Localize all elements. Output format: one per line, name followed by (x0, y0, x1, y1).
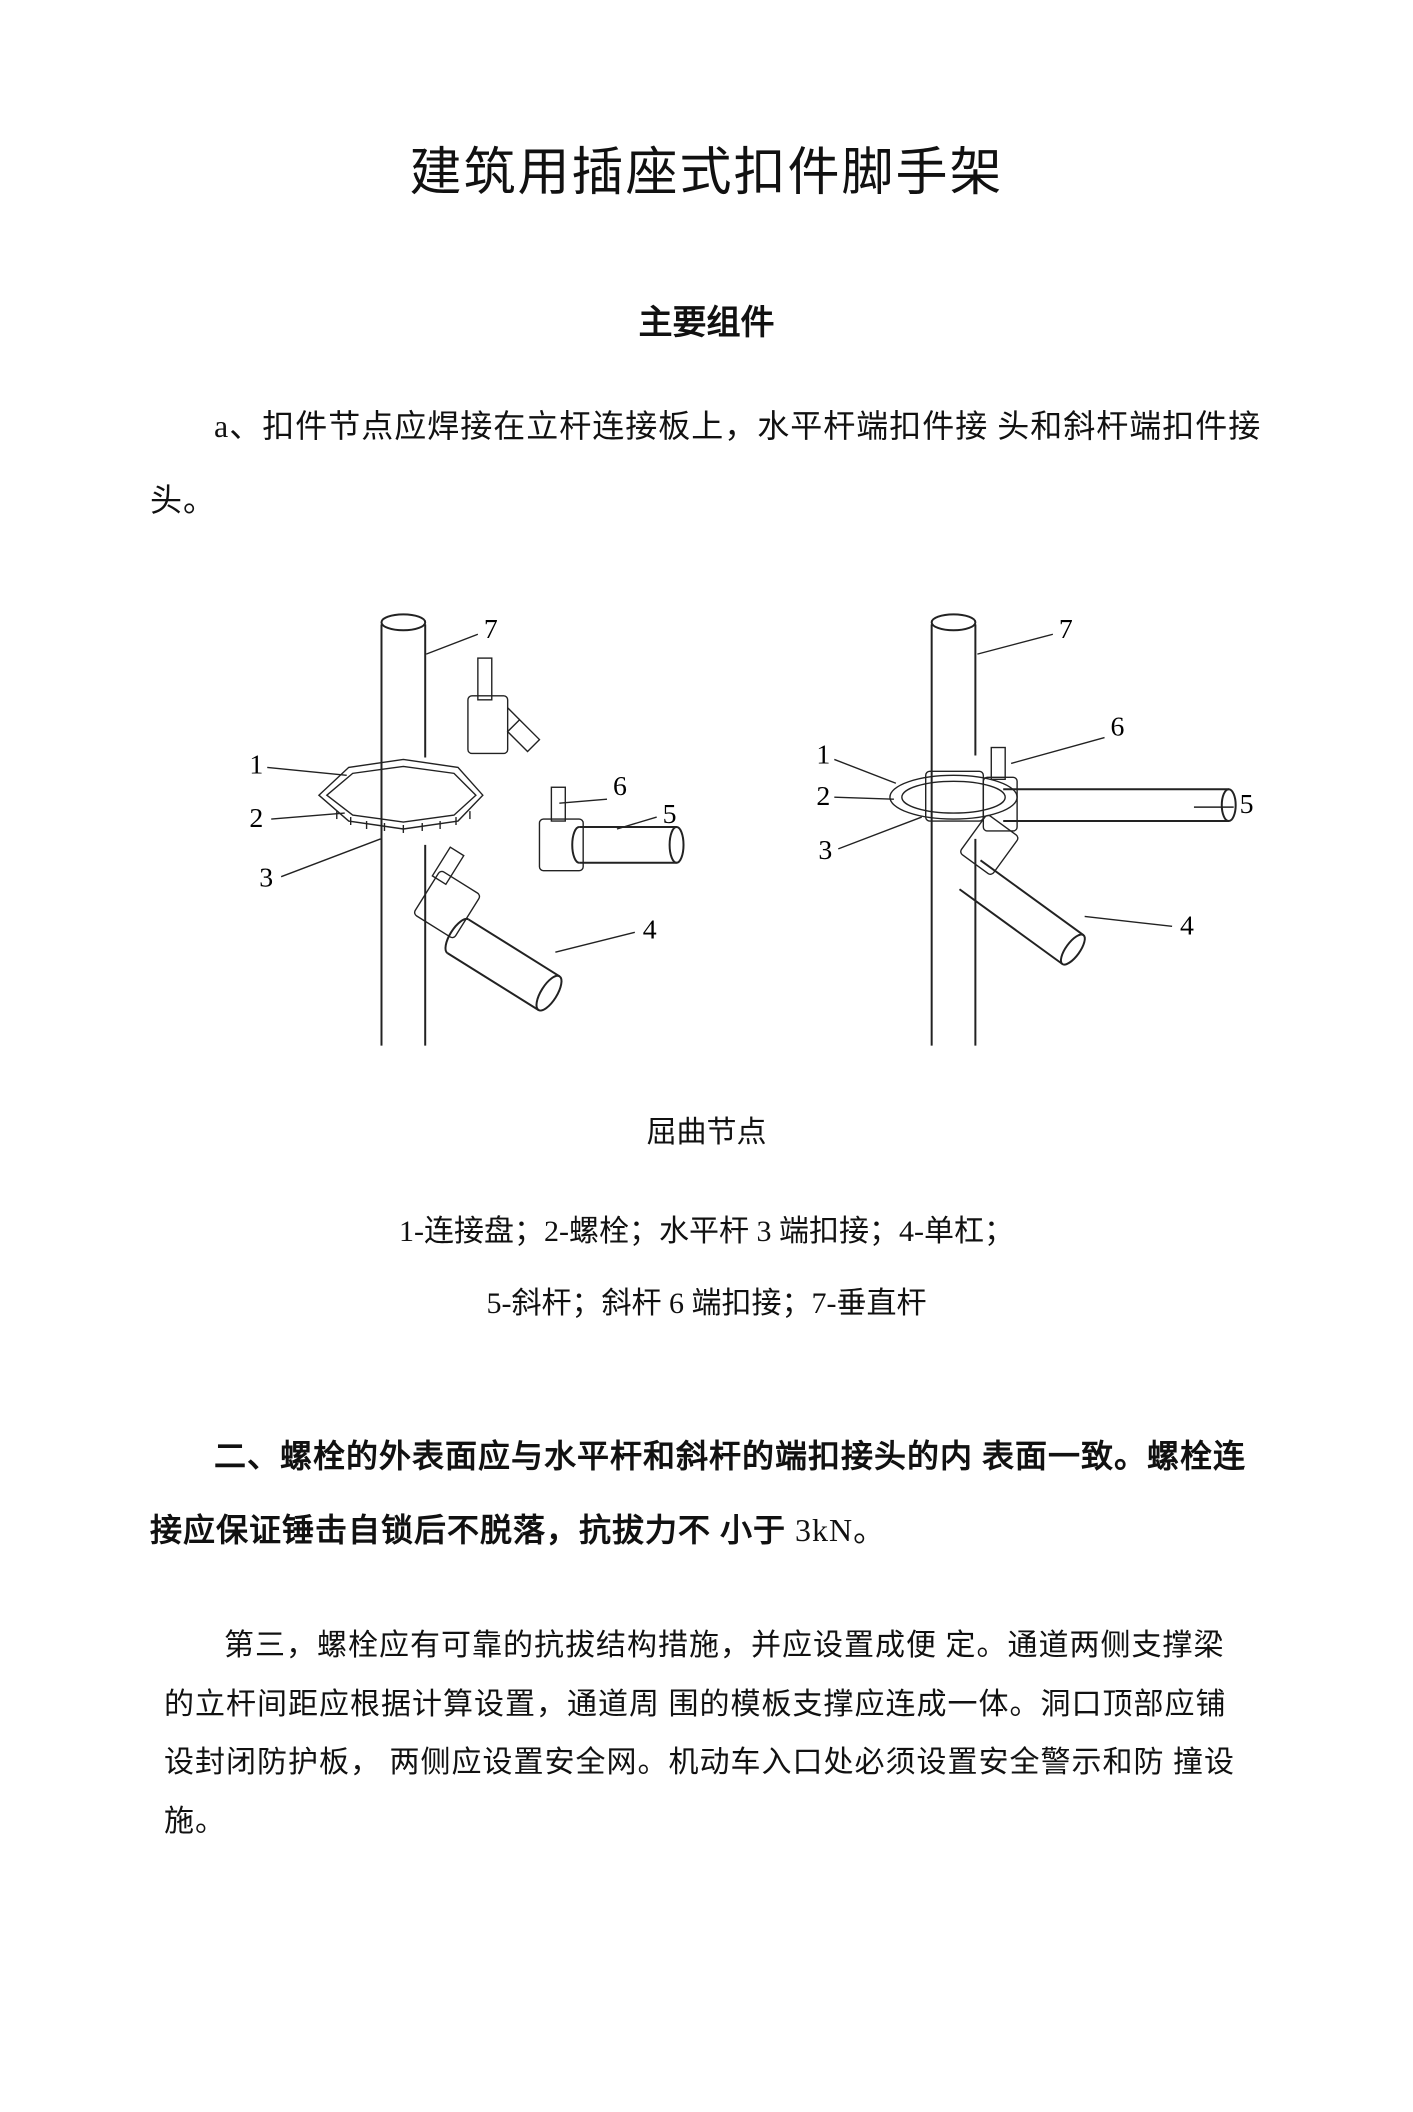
fig-left-label-2: 2 (249, 803, 263, 834)
paragraph-b-unit: 3kN。 (795, 1512, 886, 1548)
figure-right-assembled-node: 1 2 3 4 5 6 7 (727, 587, 1264, 1067)
fig-right-label-7: 7 (1058, 614, 1072, 645)
paragraph-b-text: 二、螺栓的外表面应与水平杆和斜杆的端扣接头的内 表面一致。螺栓连接应保证锤击自锁… (150, 1438, 1246, 1548)
fig-right-label-1: 1 (816, 740, 830, 771)
fig-right-label-3: 3 (818, 835, 832, 866)
fig-right-label-2: 2 (816, 781, 830, 812)
fig-left-label-5: 5 (663, 799, 677, 830)
fig-left-label-1: 1 (249, 750, 263, 781)
fig-right-label-6: 6 (1110, 712, 1124, 743)
fig-left-label-6: 6 (613, 771, 627, 802)
fig-right-label-4: 4 (1180, 910, 1194, 941)
figure-left-exploded-node: 1 2 3 4 5 6 7 (150, 587, 687, 1067)
fig-left-label-7: 7 (484, 614, 498, 645)
figure-legend-line2: 5-斜杆；斜杆 6 端扣接；7-垂直杆 (150, 1268, 1263, 1340)
figure-caption: 屈曲节点 (150, 1107, 1263, 1151)
document-page: 建筑用插座式扣件脚手架 主要组件 a、扣件节点应焊接在立杆连接板上，水平杆端扣件… (0, 0, 1413, 2112)
document-title: 建筑用插座式扣件脚手架 (150, 130, 1263, 205)
figure-row: 1 2 3 4 5 6 7 (150, 587, 1263, 1067)
fig-right-label-5: 5 (1239, 789, 1253, 820)
fig-left-label-4: 4 (643, 914, 657, 945)
fig-left-label-3: 3 (259, 863, 273, 894)
paragraph-a: a、扣件节点应焊接在立杆连接板上，水平杆端扣件接 头和斜杆端扣件接头。 (150, 390, 1263, 537)
paragraph-b: 二、螺栓的外表面应与水平杆和斜杆的端扣接头的内 表面一致。螺栓连接应保证锤击自锁… (150, 1420, 1263, 1567)
section-heading-components: 主要组件 (150, 295, 1263, 344)
spacer (150, 1340, 1263, 1420)
paragraph-c: 第三，螺栓应有可靠的抗拔结构措施，并应设置成便 定。通道两侧支撑梁的立杆间距应根… (150, 1617, 1263, 1851)
figure-legend-line1: 1-连接盘；2-螺栓；水平杆 3 端扣接；4-单杠； (150, 1196, 1263, 1268)
